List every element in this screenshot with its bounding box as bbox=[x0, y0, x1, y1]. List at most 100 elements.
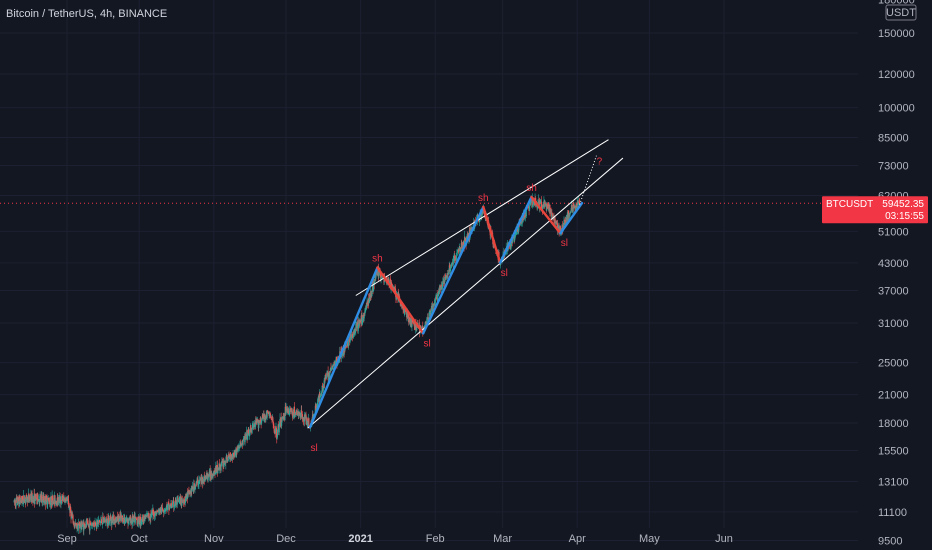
candle-body bbox=[250, 426, 252, 428]
candle-body bbox=[281, 419, 283, 423]
candle-body bbox=[563, 219, 565, 226]
candle-body bbox=[258, 422, 260, 424]
candle-body bbox=[319, 393, 321, 399]
swing-leg-up[interactable] bbox=[308, 266, 379, 429]
candle-body bbox=[565, 220, 567, 223]
candle-body bbox=[366, 301, 369, 306]
candle-body bbox=[368, 294, 371, 303]
candle-body bbox=[62, 500, 64, 502]
candle-body bbox=[442, 281, 444, 285]
candle-body bbox=[43, 496, 45, 501]
candle-body bbox=[77, 525, 79, 531]
currency-badge[interactable]: USDT bbox=[885, 4, 917, 21]
candle-body bbox=[107, 519, 109, 525]
candle-body bbox=[290, 409, 292, 412]
swing-leg-up[interactable] bbox=[421, 205, 485, 335]
swing-leg-down[interactable] bbox=[482, 205, 502, 265]
candle-body bbox=[576, 202, 578, 208]
candle-body bbox=[21, 495, 24, 501]
candle-body bbox=[163, 510, 165, 513]
candle-body bbox=[54, 495, 56, 504]
candle-body bbox=[175, 502, 177, 505]
candle-body bbox=[252, 426, 254, 429]
projection-line[interactable] bbox=[579, 155, 597, 205]
candle-body bbox=[193, 483, 195, 491]
candle-body bbox=[358, 319, 360, 324]
candle-body bbox=[68, 501, 70, 508]
candle-body bbox=[298, 412, 300, 416]
candle-body bbox=[458, 248, 460, 251]
candle-body bbox=[305, 414, 307, 425]
candle-body bbox=[110, 518, 112, 521]
candle-body bbox=[249, 429, 251, 434]
swing-high-label: sh bbox=[526, 183, 537, 194]
candle-body bbox=[399, 301, 401, 306]
channel-lower-line[interactable] bbox=[307, 157, 624, 429]
time-axis[interactable]: Sep Oct Nov Dec 2021 Feb Mar Apr May Jun bbox=[57, 533, 733, 545]
candle-body bbox=[263, 418, 265, 419]
candle-body bbox=[66, 497, 68, 501]
candle-body bbox=[86, 521, 89, 523]
candle-body bbox=[224, 461, 226, 463]
candle-body bbox=[324, 376, 326, 379]
swing-leg-down[interactable] bbox=[530, 195, 562, 235]
candle-body bbox=[271, 418, 273, 420]
candle-body bbox=[138, 516, 140, 518]
swing-high-label: sh bbox=[372, 254, 383, 265]
candle-body bbox=[239, 443, 241, 448]
price-tick-label: 85000 bbox=[878, 132, 909, 144]
candle-body bbox=[512, 237, 515, 239]
candle-body bbox=[277, 425, 279, 429]
candle-body bbox=[41, 495, 43, 500]
candle-body bbox=[528, 205, 531, 211]
candle-body bbox=[457, 249, 460, 251]
candle-body bbox=[317, 397, 319, 400]
candle-body bbox=[261, 419, 263, 424]
candle-body bbox=[349, 336, 351, 342]
candle-body bbox=[361, 314, 363, 324]
price-axis[interactable]: 1800001500001200001000008500073000620005… bbox=[878, 0, 915, 548]
candle-body bbox=[185, 493, 187, 498]
candle-body bbox=[457, 249, 459, 252]
candle-body bbox=[354, 328, 356, 333]
swing-legs[interactable] bbox=[308, 195, 584, 429]
candle-body bbox=[573, 203, 575, 206]
candle-body bbox=[71, 513, 73, 517]
candle-body bbox=[379, 272, 381, 276]
candle-body bbox=[412, 320, 414, 322]
candle-body bbox=[322, 386, 324, 391]
channel-upper-line[interactable] bbox=[355, 139, 609, 296]
candle-body bbox=[78, 524, 81, 526]
swing-high-label: sh bbox=[478, 193, 489, 204]
time-tick-label: Feb bbox=[426, 533, 445, 545]
candle-body bbox=[188, 492, 190, 494]
swing-leg-up[interactable] bbox=[559, 201, 584, 235]
price-tick-label: 150000 bbox=[878, 28, 915, 40]
candle-body bbox=[120, 514, 122, 519]
candle-body bbox=[253, 423, 255, 428]
candle-body bbox=[70, 506, 72, 513]
candle-body bbox=[238, 447, 241, 449]
candle-body bbox=[551, 212, 553, 214]
candle-body bbox=[225, 462, 227, 464]
candle-body bbox=[106, 519, 108, 526]
candle-body bbox=[102, 516, 104, 519]
candle-body bbox=[444, 274, 446, 283]
swing-leg-up[interactable] bbox=[498, 195, 533, 265]
candle-body bbox=[284, 415, 286, 419]
candle-body bbox=[223, 462, 225, 466]
price-tick-label: 37000 bbox=[878, 285, 909, 297]
candle-body bbox=[181, 502, 183, 505]
candle-body bbox=[333, 364, 335, 366]
candle-body bbox=[557, 227, 559, 229]
candle-body bbox=[67, 499, 69, 502]
candle-body bbox=[155, 511, 157, 514]
candle-body bbox=[83, 523, 85, 531]
candle-body bbox=[451, 263, 453, 265]
candle-body bbox=[120, 517, 122, 519]
candle-body bbox=[575, 208, 577, 210]
candle-body bbox=[523, 215, 525, 220]
swing-leg-down[interactable] bbox=[376, 266, 425, 335]
candle-body bbox=[448, 272, 450, 274]
